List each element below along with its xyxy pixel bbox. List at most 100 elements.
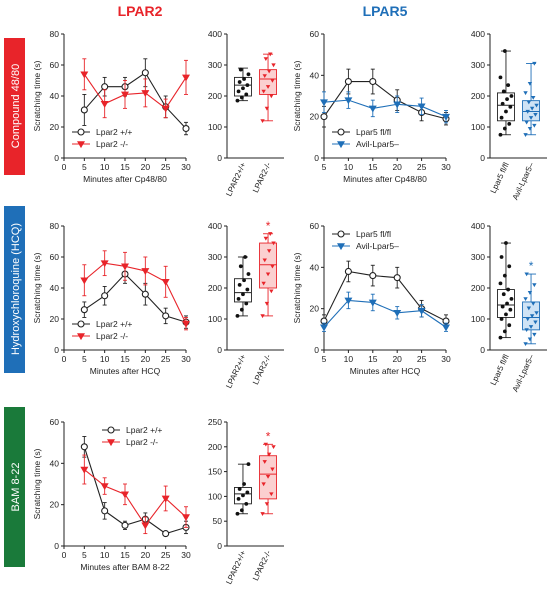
bam-lpar2-line-series-1-point bbox=[161, 495, 170, 503]
cp-lpar2-box-box-0-point bbox=[236, 89, 241, 94]
hcq-lpar2-line-y-tick-label: 60 bbox=[50, 252, 60, 262]
cp-lpar5-box-box-1-point bbox=[529, 106, 535, 111]
hcq-lpar2-box-box-1-point bbox=[260, 314, 265, 319]
cp-lpar5-box-box-1-point bbox=[532, 61, 537, 66]
hcq-lpar5-box-box-0-point bbox=[507, 323, 512, 328]
bam-lpar2-box-box-1-point bbox=[266, 452, 272, 457]
bam-lpar2-box-box-1-point bbox=[265, 474, 271, 479]
cp-lpar5-box-box-0-point bbox=[500, 101, 505, 106]
bam-lpar2-box-y-tick-label: 100 bbox=[208, 491, 222, 501]
cp-lpar2-box-box-1-point bbox=[266, 69, 272, 74]
bam-lpar2-line-x-tick-label: 25 bbox=[161, 550, 171, 560]
cp-lpar5-line-series-1-point bbox=[417, 103, 426, 111]
bam-lpar2-box-significance-marker: * bbox=[266, 429, 271, 443]
hcq-lpar2-box-y-tick-label: 0 bbox=[217, 345, 222, 355]
bam-lpar2-box-y-tick-label: 50 bbox=[213, 516, 223, 526]
hcq-lpar5-box-y-tick-label: 100 bbox=[471, 314, 485, 324]
cp-lpar5-line-x-tick-label: 30 bbox=[441, 162, 451, 172]
cp-lpar2-line-x-tick-label: 20 bbox=[141, 162, 151, 172]
hcq-lpar2-line-series-1-point bbox=[182, 320, 190, 328]
hcq-lpar5-line-series-1-line bbox=[323, 299, 447, 328]
cp-lpar5-line-x-tick-label: 25 bbox=[417, 162, 427, 172]
cp-lpar5-box-box-1-point bbox=[532, 123, 537, 128]
hcq-lpar5-line-x-axis-label: Minutes after HCQ bbox=[350, 366, 421, 376]
cp-lpar2-box-box-0-point bbox=[242, 77, 246, 81]
bam-lpar2-box-box-0-point bbox=[236, 496, 241, 501]
hcq-lpar5-line-series-0-point bbox=[344, 267, 352, 276]
bam-lpar2-line-x-tick-label: 5 bbox=[82, 550, 87, 560]
bam-lpar2-line-series-1-point bbox=[121, 491, 129, 499]
hcq-lpar5-box-box-0-point bbox=[508, 307, 513, 312]
cp-lpar5-line-y-tick-label: 60 bbox=[310, 29, 320, 39]
cp-lpar5-line-series-1-point bbox=[368, 105, 377, 113]
cp-lpar2-box-box-0-point bbox=[237, 80, 242, 84]
bam-lpar2-line-legend-label: Lpar2 +/+ bbox=[126, 425, 162, 435]
bam-lpar2-line-series-0-point bbox=[162, 530, 170, 538]
cp-lpar2-line-y-tick-label: 40 bbox=[50, 91, 60, 101]
hcq-lpar2-box-box-0-point bbox=[239, 307, 244, 312]
hcq-lpar5-line-legend-label: Lpar5 fl/fl bbox=[356, 229, 391, 239]
hcq-lpar5-line-series-1-point bbox=[442, 324, 450, 332]
cp-lpar5-box-box-0-point bbox=[509, 94, 514, 98]
cp-lpar5-box-box-0-point bbox=[502, 126, 507, 131]
cp-lpar2-box-category-label: LPAR2-/- bbox=[251, 161, 273, 194]
bam-lpar2-line-y-tick-label: 20 bbox=[50, 500, 60, 510]
cp-lpar2-line-series-0-point bbox=[80, 106, 88, 114]
cp-lpar5-box-box-0-point bbox=[508, 104, 513, 109]
cp-lpar5-box-box-1-point bbox=[527, 82, 533, 86]
hcq-lpar5-box-box-0-point bbox=[500, 304, 505, 309]
bam-lpar2-box-box-0-point bbox=[244, 501, 249, 506]
cp-lpar5-box-box-1-point bbox=[523, 133, 528, 137]
cp-lpar2-box-box-1-point bbox=[261, 89, 266, 94]
cp-lpar5-box-box-0-point bbox=[505, 97, 509, 101]
bam-lpar2-box-category-label: LPAR2+/+ bbox=[224, 549, 248, 586]
hcq-lpar5-box-category-label: Lpar5 fl/fl bbox=[489, 353, 511, 387]
bam-lpar2-box-box-1-point bbox=[263, 442, 269, 447]
cp-lpar5-line-series-0-line bbox=[323, 80, 447, 120]
cp-lpar2-line-y-axis-label: Scratching time (s) bbox=[32, 60, 42, 131]
hcq-lpar2-box-box-0-point bbox=[243, 255, 248, 259]
cp-lpar5-box-box-1-point bbox=[528, 116, 534, 120]
cp-lpar2-line-legend-swatch-marker bbox=[77, 141, 85, 149]
bam-lpar2-line-series-0-point bbox=[80, 443, 88, 451]
row-label-hcq: Hydroxychloroquine (HCQ) bbox=[10, 223, 22, 355]
bam-lpar2-box-box-1-point bbox=[271, 445, 276, 449]
hcq-lpar2-line-x-tick-label: 30 bbox=[181, 354, 191, 364]
cp-lpar2-line-legend-label: Lpar2 -/- bbox=[96, 139, 128, 149]
cp-lpar5-box-y-tick-label: 200 bbox=[471, 91, 485, 101]
hcq-lpar2-box-box-1-point bbox=[269, 289, 274, 294]
cp-lpar2-box-box-0-point bbox=[239, 95, 244, 100]
cp-lpar5-box-box-0-point bbox=[504, 109, 508, 114]
hcq-lpar2-box-box-1-point bbox=[271, 241, 276, 246]
bam-lpar2-line-x-axis-label: Minutes after BAM 8-22 bbox=[80, 562, 170, 572]
row-label-compound-48-80-box bbox=[4, 38, 25, 175]
hcq-lpar5-box-box-1-point bbox=[527, 291, 533, 295]
bam-lpar2-box-box-1-point bbox=[260, 512, 265, 516]
cp-lpar2-box-box-0-point bbox=[238, 67, 243, 72]
cp-lpar2-line-series-0-line bbox=[83, 71, 187, 129]
cp-lpar5-line-legend-label: Avil-Lpar5– bbox=[356, 139, 399, 149]
cp-lpar2-box-box-1-point bbox=[270, 78, 275, 83]
cp-lpar5-line-x-tick-label: 15 bbox=[368, 162, 378, 172]
bam-lpar2-line-series-0-line bbox=[83, 446, 187, 535]
bam-lpar2-line-series-1-line bbox=[83, 469, 187, 527]
row-label-bam-8-22-box bbox=[4, 407, 25, 567]
hcq-lpar2-line-series-1-line bbox=[83, 262, 187, 324]
bam-lpar2-box-box-1-point bbox=[261, 482, 266, 487]
bam-lpar2-box-box-0-point bbox=[242, 482, 246, 486]
hcq-lpar5-line-legend-swatch-marker bbox=[337, 243, 345, 251]
hcq-lpar2-line-series-0-line bbox=[84, 273, 187, 323]
bam-lpar2-line-series-0-point bbox=[121, 521, 129, 529]
cp-lpar5-box-box-1-point bbox=[525, 109, 530, 114]
bam-lpar2-line-legend-label: Lpar2 -/- bbox=[126, 437, 158, 447]
hcq-lpar5-box-significance-marker: * bbox=[529, 259, 534, 273]
hcq-lpar2-line-x-tick-label: 15 bbox=[120, 354, 130, 364]
hcq-lpar2-box-box-1-point bbox=[262, 258, 267, 263]
hcq-lpar2-box-box-1-point bbox=[264, 301, 270, 306]
hcq-lpar5-line-x-tick-label: 20 bbox=[392, 354, 402, 364]
hcq-lpar5-box-box-1-point bbox=[525, 317, 530, 322]
cp-lpar5-box-box-1-point bbox=[523, 91, 528, 96]
hcq-lpar5-box-box-1-point bbox=[526, 306, 532, 311]
cp-lpar5-box-box-1-point bbox=[526, 100, 532, 105]
